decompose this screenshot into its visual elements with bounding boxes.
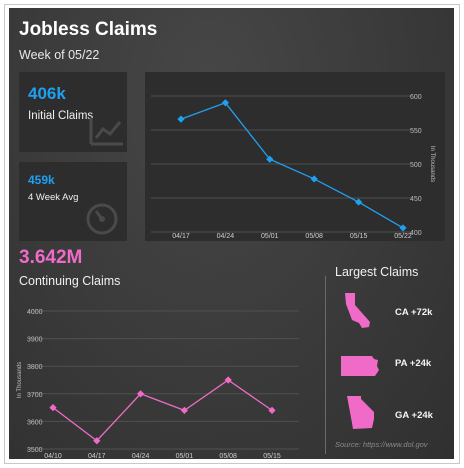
data-point (268, 406, 276, 414)
x-tick-label: 05/15 (263, 453, 281, 459)
initial-claims-label: Initial Claims (28, 110, 94, 122)
x-tick-label: 05/22 (394, 233, 412, 240)
line-chart-icon (89, 118, 123, 146)
x-tick-label: 05/08 (305, 233, 323, 240)
initial-claims-value: 406k (28, 84, 66, 103)
data-point (224, 376, 232, 384)
y-tick-label: 3500 (27, 447, 43, 454)
largest-claims-heading: Largest Claims (335, 265, 419, 279)
data-point (221, 99, 229, 107)
state-label-ga: GA +24k (395, 410, 433, 421)
y-tick-label: 550 (410, 128, 422, 135)
source-note: Source: https://www.dol.gov (335, 440, 428, 449)
dashboard-subtitle: Week of 05/22 (19, 48, 100, 62)
continuing-claims-chart: 3500 3600 3700 3800 3900 4000 04/10 04/17 04/24 0… (17, 309, 299, 459)
y-tick-label: 3700 (27, 392, 43, 399)
series-line (180, 102, 404, 229)
continuing-claims-label: Continuing Claims (19, 274, 121, 288)
y-tick-label: 500 (410, 162, 422, 169)
x-tick-label: 04/10 (44, 453, 62, 459)
y-tick-label: 4000 (27, 309, 43, 316)
y-tick-label: 3600 (27, 419, 43, 426)
x-tick-label: 04/17 (172, 233, 190, 240)
y-tick-label: 400 (410, 230, 422, 237)
four-week-avg-label: 4 Week Avg (28, 192, 79, 203)
x-tick-label: 05/01 (176, 453, 194, 459)
y-tick-label: 450 (410, 196, 422, 203)
y-tick-label: 3900 (27, 337, 43, 344)
initial-claims-chart-card: 400 450 500 550 600 04/17 04/24 05/01 05/08 05/15… (145, 72, 445, 241)
california-icon (345, 293, 370, 328)
four-week-avg-value: 459k (28, 173, 55, 187)
y-tick-label: 3800 (27, 364, 43, 371)
four-week-avg-card: 459k 4 Week Avg (19, 162, 127, 241)
initial-claims-chart: 400 450 500 550 600 04/17 04/24 05/01 05/08 05/15… (151, 94, 435, 240)
x-tick-label: 05/15 (350, 233, 368, 240)
continuing-claims-value: 3.642M (19, 247, 83, 268)
state-label-pa: PA +24k (395, 358, 432, 369)
x-tick-label: 05/01 (261, 233, 279, 240)
initial-claims-card: 406k Initial Claims (19, 72, 127, 152)
state-label-ca: CA +72k (395, 307, 433, 318)
x-tick-label: 04/24 (217, 233, 235, 240)
x-tick-label: 05/08 (219, 453, 237, 459)
data-point (355, 198, 363, 206)
x-tick-label: 04/24 (132, 453, 150, 459)
y-tick-label: 600 (410, 94, 422, 101)
data-point (177, 115, 185, 123)
y-axis-title: In Thousands (429, 146, 435, 182)
gauge-icon (86, 203, 118, 235)
section-divider (325, 276, 326, 454)
data-point (399, 224, 407, 232)
x-tick-label: 04/17 (88, 453, 106, 459)
series-line (52, 379, 273, 442)
dashboard: Jobless Claims Week of 05/22 406k Initia… (9, 8, 454, 459)
pennsylvania-icon (341, 356, 379, 376)
y-axis-title: In Thousands (17, 362, 23, 398)
georgia-icon (347, 396, 374, 429)
data-point (310, 175, 318, 183)
dashboard-title: Jobless Claims (19, 19, 158, 40)
